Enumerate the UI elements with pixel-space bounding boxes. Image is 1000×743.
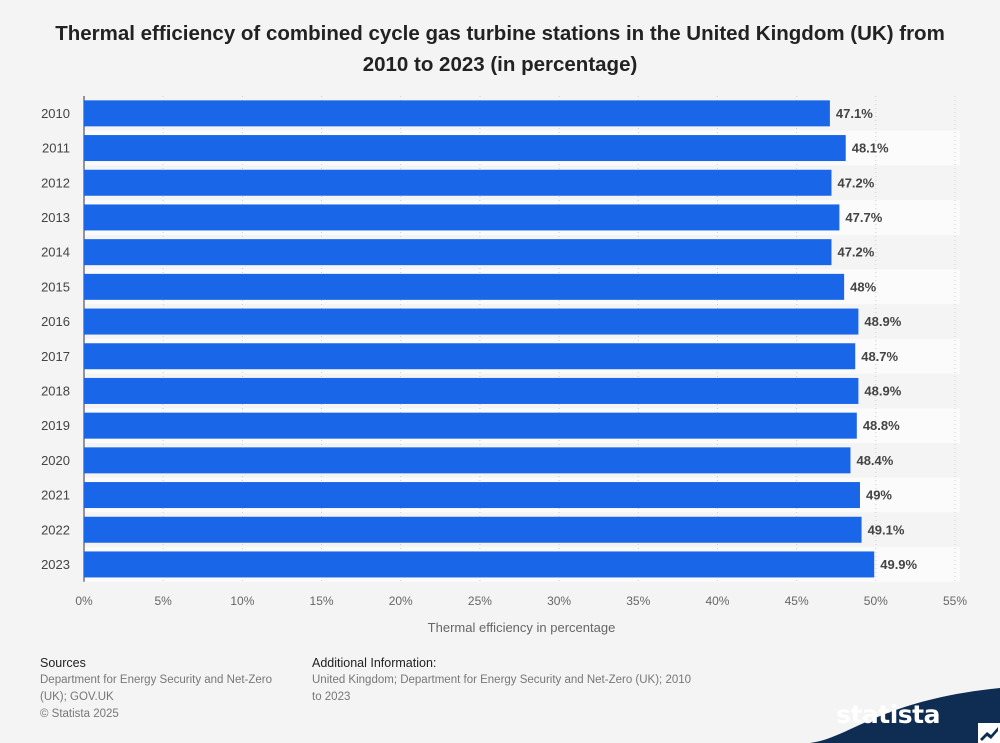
data-label: 47.7% [845,210,882,225]
additional-info-block: Additional Information: United Kingdom; … [312,655,732,706]
bar-2011 [84,135,846,162]
y-tick-label: 2021 [41,488,70,503]
y-tick-label: 2018 [41,383,70,398]
x-tick-label: 20% [389,594,413,608]
bar-2017 [84,343,856,370]
sources-line-2: (UK); GOV.UK [40,691,114,703]
statista-wordmark: statista [836,700,940,729]
bar-2012 [84,169,832,196]
data-label: 49.1% [868,522,905,537]
y-tick-label: 2014 [41,245,70,260]
x-tick-label: 55% [943,594,967,608]
bar-2014 [84,239,832,266]
data-label: 47.1% [836,106,873,121]
data-label: 49% [866,488,892,503]
statista-brand[interactable]: statista [810,680,1000,743]
x-tick-label: 30% [547,594,571,608]
x-tick-label: 45% [785,594,809,608]
x-tick-label: 40% [705,594,729,608]
chart-title: Thermal efficiency of combined cycle gas… [55,22,945,76]
data-label: 48.7% [861,349,898,364]
bar-2020 [84,447,851,474]
y-tick-label: 2022 [41,522,70,537]
y-tick-label: 2010 [41,106,70,121]
data-label: 47.2% [837,175,874,190]
y-tick-label: 2017 [41,349,70,364]
y-tick-label: 2013 [41,210,70,225]
data-label: 48% [850,279,876,294]
y-tick-label: 2015 [41,279,70,294]
data-label: 49.9% [880,557,917,572]
copyright: © Statista 2025 [40,708,119,720]
data-label: 47.2% [837,245,874,260]
x-tick-label: 25% [468,594,492,608]
bar-chart: 0% 5% 10% 15% 20% 25% 30% 35% 40% 45% 50% 55% 2010 47… [41,96,967,635]
bar-2023 [84,551,875,578]
x-axis-title: Thermal efficiency in percentage [428,620,616,635]
data-label: 48.8% [863,418,900,433]
x-tick-label: 15% [310,594,334,608]
sources-line-1: Department for Energy Security and Net-Z… [40,674,273,686]
data-label: 48.9% [864,314,901,329]
y-tick-label: 2020 [41,453,70,468]
y-tick-label: 2023 [41,557,70,572]
x-tick-label: 0% [75,594,93,608]
y-tick-label: 2012 [41,175,70,190]
statista-logo-icon [978,723,1000,743]
y-tick-label: 2011 [42,141,70,156]
brand-wave-shape [810,688,1000,743]
bar-2015 [84,273,845,300]
data-label: 48.1% [852,141,889,156]
bar-2019 [84,412,857,439]
y-tick-label: 2019 [41,418,70,433]
info-heading: Additional Information: [312,656,437,670]
sources-block: Sources Department for Energy Security a… [40,655,300,723]
x-tick-label: 50% [864,594,888,608]
info-line-2: to 2023 [312,691,351,703]
bar-2022 [84,516,862,543]
data-label: 48.4% [856,453,893,468]
x-tick-label: 5% [155,594,173,608]
bar-2010 [84,100,830,127]
bar-2018 [84,377,859,404]
x-tick-label: 35% [626,594,650,608]
sources-heading: Sources [40,656,86,670]
data-label: 48.9% [864,383,901,398]
bar-2013 [84,204,840,231]
y-tick-label: 2016 [41,314,70,329]
bar-2016 [84,308,859,335]
x-tick-label: 10% [230,594,254,608]
info-line-1: United Kingdom; Department for Energy Se… [312,674,692,686]
bar-2021 [84,482,860,509]
